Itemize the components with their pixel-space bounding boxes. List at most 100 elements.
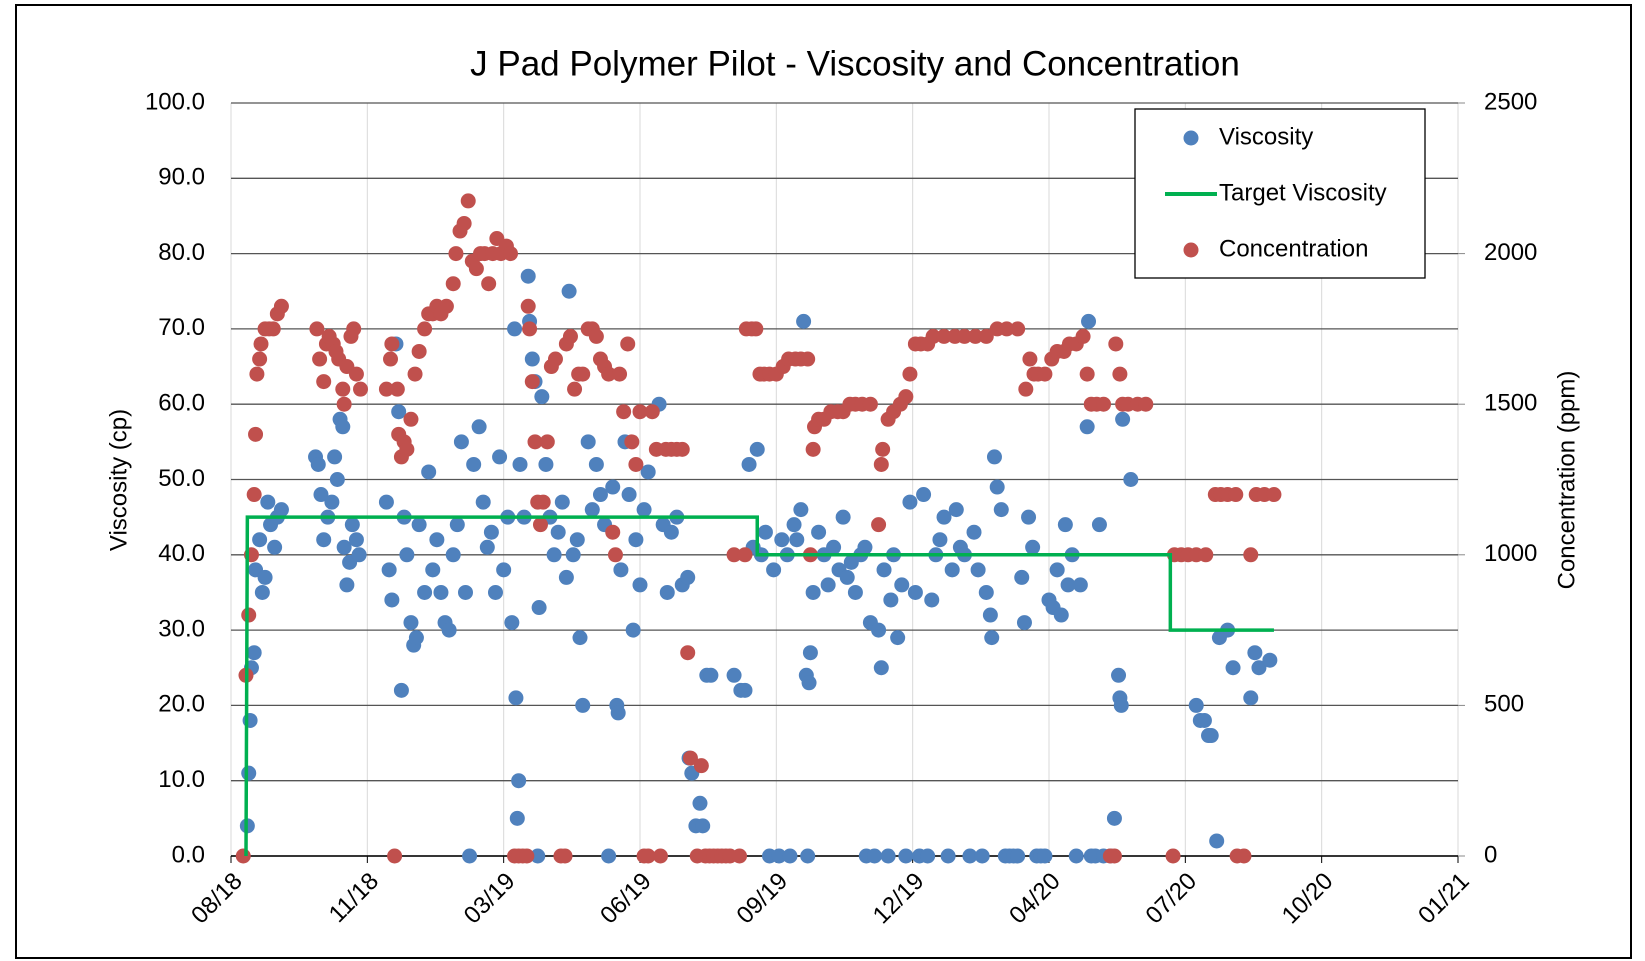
point [534,389,550,405]
chart-title: J Pad Polymer Pilot - Viscosity and Conc… [470,44,1240,83]
point [916,487,932,503]
point [519,848,535,864]
y-tick-label: 10.0 [158,766,205,793]
point [1037,848,1053,864]
point [703,667,719,683]
point [241,765,257,781]
point [984,630,1000,646]
point [1060,577,1076,593]
point [605,524,621,540]
point [652,848,668,864]
point [383,351,399,367]
point [246,645,262,661]
point [252,532,268,548]
point [970,562,986,578]
point [411,343,427,359]
point [1123,472,1139,487]
point [335,381,351,397]
point [835,509,851,525]
point [1165,848,1181,864]
point [1113,697,1129,713]
point [575,697,591,713]
point [1266,487,1282,503]
point [339,577,355,593]
point [880,848,896,864]
point [538,456,554,472]
point [399,547,415,563]
point [898,389,914,405]
point [924,592,940,608]
point [509,810,525,826]
point [235,848,251,864]
legend-label: Concentration [1219,235,1368,262]
point [487,584,503,600]
point [417,321,433,337]
point [674,441,690,457]
point [1262,652,1278,668]
point [241,607,257,623]
point [693,758,709,774]
point [640,464,656,480]
point [592,487,608,503]
point [1091,517,1107,533]
point [535,494,551,510]
series-2 [235,193,1282,864]
point [348,366,364,382]
point [871,517,887,533]
point [378,381,394,397]
y2-tick-label: 1500 [1484,390,1537,417]
y-axis-title: Viscosity (cp) [105,409,132,551]
point [316,374,332,390]
point [873,660,889,676]
point [348,532,364,548]
point [663,524,679,540]
point [254,584,270,600]
point [249,366,265,382]
point [749,441,765,457]
point [876,562,892,578]
point [253,336,269,352]
point [1081,313,1097,329]
y-tick-label: 40.0 [158,540,205,567]
point [504,615,520,631]
point [456,215,472,231]
point [1079,366,1095,382]
point [692,795,708,811]
y-tick-label: 60.0 [158,390,205,417]
point [588,456,604,472]
point [441,622,457,638]
point [737,682,753,698]
point [956,328,972,344]
point [1106,810,1122,826]
point [636,502,652,518]
y-tick-label: 30.0 [158,615,205,642]
point [588,328,604,344]
point [557,848,573,864]
point [246,487,262,503]
point [492,449,508,465]
point [561,283,577,299]
y-tick-label: 20.0 [158,691,205,718]
point [558,569,574,585]
point [429,532,445,548]
point [433,584,449,600]
point [1209,833,1225,849]
point [628,532,644,548]
line [244,515,1274,857]
point [327,449,343,465]
point [1079,419,1095,435]
point [1022,351,1038,367]
point [962,848,978,864]
point [898,848,914,864]
point [554,494,570,510]
point [407,366,423,382]
point [1096,396,1112,412]
point [601,848,617,864]
point [862,396,878,412]
point [257,569,273,585]
point [1203,728,1219,744]
point [789,532,805,548]
point [393,682,409,698]
point [1188,697,1204,713]
point [1243,547,1259,563]
